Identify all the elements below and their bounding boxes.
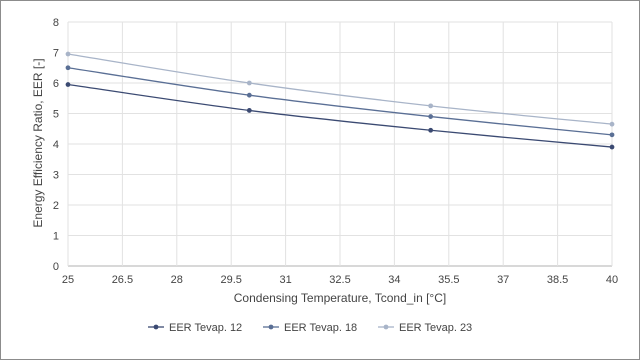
- data-point: [609, 144, 615, 150]
- y-tick-label: 1: [53, 231, 59, 243]
- x-tick-label: 34: [388, 274, 400, 286]
- data-point: [609, 121, 615, 127]
- legend: EER Tevap. 12 EER Tevap. 18 EER Tevap. 23: [148, 322, 472, 334]
- x-tick-label: 25: [62, 274, 74, 286]
- y-tick-label: 6: [53, 78, 59, 90]
- data-point: [65, 65, 71, 71]
- x-axis-title: Condensing Temperature, Tcond_in [°C]: [234, 291, 446, 305]
- series-1: [65, 82, 615, 150]
- legend-item: EER Tevap. 12: [148, 322, 242, 334]
- x-tick-label: 28: [171, 274, 183, 286]
- y-tick-label: 5: [53, 109, 59, 121]
- data-point: [246, 92, 252, 98]
- legend-marker: [153, 324, 159, 330]
- legend-label: EER Tevap. 12: [169, 322, 242, 334]
- data-point: [246, 80, 252, 86]
- legend-item: EER Tevap. 23: [378, 322, 472, 334]
- legend-marker: [383, 324, 389, 330]
- x-axis-ticks: 25 26.5 28 29.5 31 32.5 34 35.5 37 38.5 40: [62, 274, 618, 286]
- y-tick-label: 7: [53, 48, 59, 60]
- series-line: [67, 67, 613, 136]
- gridlines: [67, 21, 613, 267]
- data-point: [609, 132, 615, 138]
- data-point: [246, 108, 252, 113]
- series-layer: [65, 51, 615, 150]
- data-point: [428, 103, 434, 109]
- y-axis-ticks: 0 1 2 3 4 5 6 7 8: [53, 17, 59, 273]
- x-tick-label: 31: [279, 274, 291, 286]
- legend-marker: [268, 324, 274, 330]
- x-tick-label: 40: [606, 274, 618, 286]
- y-tick-label: 8: [53, 17, 59, 29]
- series-2: [65, 65, 615, 138]
- x-tick-label: 37: [497, 274, 509, 286]
- y-tick-label: 0: [53, 261, 59, 273]
- data-point: [428, 114, 434, 119]
- legend-item: EER Tevap. 18: [263, 322, 357, 334]
- y-tick-label: 3: [53, 170, 59, 182]
- legend-label: EER Tevap. 23: [399, 322, 472, 334]
- x-tick-label: 35.5: [438, 274, 459, 286]
- data-point: [65, 82, 71, 87]
- data-point: [65, 51, 71, 57]
- series-line: [67, 83, 613, 148]
- data-point: [428, 127, 434, 133]
- series-line: [67, 53, 613, 125]
- y-tick-label: 2: [53, 200, 59, 212]
- x-tick-label: 26.5: [112, 274, 133, 286]
- y-tick-label: 4: [53, 139, 59, 151]
- x-tick-label: 38.5: [547, 274, 568, 286]
- x-tick-label: 29.5: [220, 274, 241, 286]
- series-3: [65, 51, 615, 127]
- y-axis-title: Energy Efficiency Ratio, EER [-]: [31, 58, 45, 227]
- x-tick-label: 32.5: [329, 274, 350, 286]
- legend-label: EER Tevap. 18: [284, 322, 357, 334]
